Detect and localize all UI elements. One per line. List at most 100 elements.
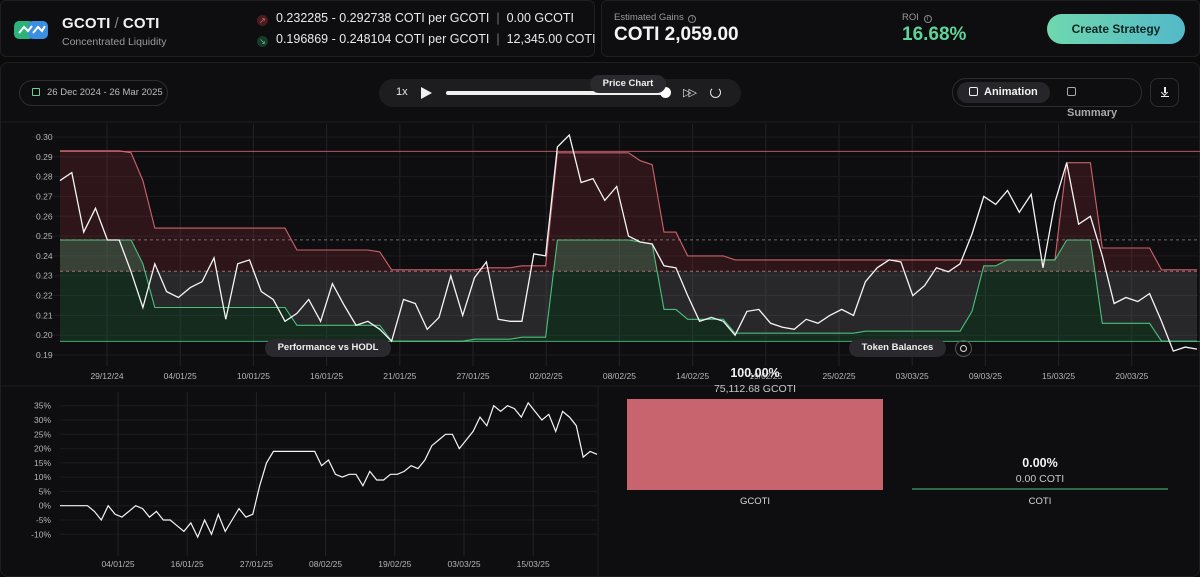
coti-label: COTI: [1028, 496, 1052, 507]
playback-slider-handle[interactable]: [660, 87, 671, 98]
performance-chart-title: Performance vs HODL: [265, 339, 391, 357]
lower-band-line: [60, 239, 1197, 342]
price-chart-axes: 0.30 0.29 0.28 0.27 0.26 0.25 0.24 0.23 0.22 0.21…: [36, 132, 1149, 381]
x-tick-label: 04/01/25: [101, 559, 134, 569]
speed-button[interactable]: 1x: [396, 86, 408, 98]
pair-title: GCOTI / COTI: [62, 15, 160, 32]
price-line: [59, 133, 1198, 352]
arrow-up-icon: ↗: [257, 15, 268, 26]
tab-summary-label: Summary: [1067, 107, 1118, 119]
gcoti-balance: 100.00% 75,112.68 GCOTI: [627, 366, 883, 395]
x-tick-label: 03/03/25: [896, 371, 929, 381]
x-tick-label: 16/01/25: [310, 371, 343, 381]
y-tick-label: 30%: [34, 415, 51, 425]
gains-label: Estimated Gains i: [614, 12, 697, 23]
logo-icon: [14, 21, 48, 39]
play-icon[interactable]: [421, 87, 432, 99]
x-tick-label: 02/02/25: [530, 371, 563, 381]
coti-balance-bar: [912, 488, 1168, 490]
x-tick-label: 03/03/25: [447, 559, 480, 569]
coti-amount: 0.00 COTI: [1015, 473, 1065, 485]
x-tick-label: 27/01/25: [456, 371, 489, 381]
stats-panel: Estimated Gains i COTI 2,059.00 ROI i 16…: [601, 0, 1200, 57]
x-tick-label: 15/03/25: [517, 559, 550, 569]
gcoti-label: GCOTI: [739, 496, 771, 507]
y-tick-label: 5%: [39, 486, 52, 496]
download-button[interactable]: [1150, 78, 1179, 107]
playback-controls: 1x ▷▷: [379, 79, 741, 107]
token-balances-title: Token Balances: [849, 339, 946, 357]
y-tick-label: 0.19: [36, 350, 53, 360]
upper-range-amount: 0.00 GCOTI: [506, 11, 574, 25]
view-toggle: Animation Summary: [952, 78, 1142, 119]
coti-balance: 0.00% 0.00 COTI: [912, 456, 1168, 485]
y-tick-label: 10%: [34, 472, 51, 482]
performance-chart-axes: 35% 30% 25% 20% 15% 10% 5% 0% -5% -10% 04/01/25 16/…: [31, 401, 550, 569]
y-tick-label: 0.21: [36, 310, 53, 320]
y-tick-label: 0.25: [36, 231, 53, 241]
gcoti-amount: 75,112.68 GCOTI: [713, 383, 797, 395]
pair-base: GCOTI: [62, 15, 111, 32]
lower-range-row: ↘ 0.196869 - 0.248104 COTI per GCOTI | 12,3…: [257, 32, 596, 47]
y-tick-label: 0.30: [36, 132, 53, 142]
gains-label-text: Estimated Gains: [614, 12, 684, 23]
x-tick-label: 21/01/25: [383, 371, 416, 381]
y-tick-label: 25%: [34, 429, 51, 439]
pair-quote: COTI: [122, 15, 160, 32]
arrow-down-icon: ↘: [257, 36, 268, 47]
lower-range-text: 0.196869 - 0.248104 COTI per GCOTI: [276, 32, 490, 46]
x-tick-label: 10/01/25: [237, 371, 270, 381]
pair-info-panel: GCOTI / COTI Concentrated Liquidity ↗ 0.232…: [0, 0, 596, 57]
x-tick-label: 08/02/25: [603, 371, 636, 381]
y-tick-label: 0.26: [36, 211, 53, 221]
x-tick-label: 09/03/25: [969, 371, 1002, 381]
y-tick-label: 0.22: [36, 291, 53, 301]
x-tick-label: 16/01/25: [171, 559, 204, 569]
y-tick-label: 20%: [34, 444, 51, 454]
upper-range-text: 0.232285 - 0.292738 COTI per GCOTI: [276, 11, 490, 25]
performance-chart-series: [60, 401, 598, 539]
tab-summary[interactable]: Summary: [1055, 82, 1141, 119]
fast-forward-icon[interactable]: ▷▷: [683, 87, 697, 99]
date-range-picker[interactable]: 26 Dec 2024 - 26 Mar 2025: [19, 80, 168, 106]
x-tick-label: 20/03/25: [1115, 371, 1148, 381]
reset-icon[interactable]: [710, 87, 721, 98]
roi-label-text: ROI: [902, 12, 919, 23]
performance-chart-grid: [60, 392, 597, 556]
summary-icon: [1067, 87, 1076, 96]
performance-line: [60, 401, 598, 539]
download-icon: [1161, 87, 1169, 97]
strategy-type: Concentrated Liquidity: [62, 36, 167, 48]
x-tick-label: 19/02/25: [749, 371, 782, 381]
pair-separator: /: [114, 15, 119, 32]
price-chart-bands: [60, 150, 1200, 342]
y-tick-label: -10%: [31, 529, 51, 539]
x-tick-label: 25/02/25: [822, 371, 855, 381]
film-icon: [969, 87, 978, 96]
lower-range-amount: 12,345.00 COTI: [506, 32, 596, 46]
date-range-text: 26 Dec 2024 - 26 Mar 2025: [47, 87, 163, 98]
x-tick-label: 27/01/25: [240, 559, 273, 569]
x-tick-label: 08/02/25: [309, 559, 342, 569]
calendar-icon: [32, 88, 40, 96]
info-icon[interactable]: i: [688, 15, 697, 23]
tab-animation[interactable]: Animation: [957, 82, 1050, 103]
create-strategy-button[interactable]: Create Strategy: [1047, 14, 1185, 44]
lower-range-area: [60, 240, 1197, 342]
price-chart-grid: [32, 124, 1200, 366]
price-chart-title: Price Chart: [590, 75, 666, 93]
y-tick-label: 0.23: [36, 271, 53, 281]
y-tick-label: 0%: [39, 501, 52, 511]
x-tick-label: 14/02/25: [676, 371, 709, 381]
info-icon[interactable]: i: [923, 15, 932, 23]
y-tick-label: 0.24: [36, 251, 53, 261]
y-tick-label: 0.20: [36, 330, 53, 340]
roi-value: 16.68%: [902, 24, 967, 45]
eye-icon[interactable]: [955, 340, 972, 357]
gcoti-balance-bar: [627, 399, 883, 490]
roi-label: ROI i: [902, 12, 932, 23]
overlap-area: [60, 240, 1197, 342]
playback-progress-bar[interactable]: [446, 91, 668, 95]
x-tick-label: 29/12/24: [90, 371, 123, 381]
